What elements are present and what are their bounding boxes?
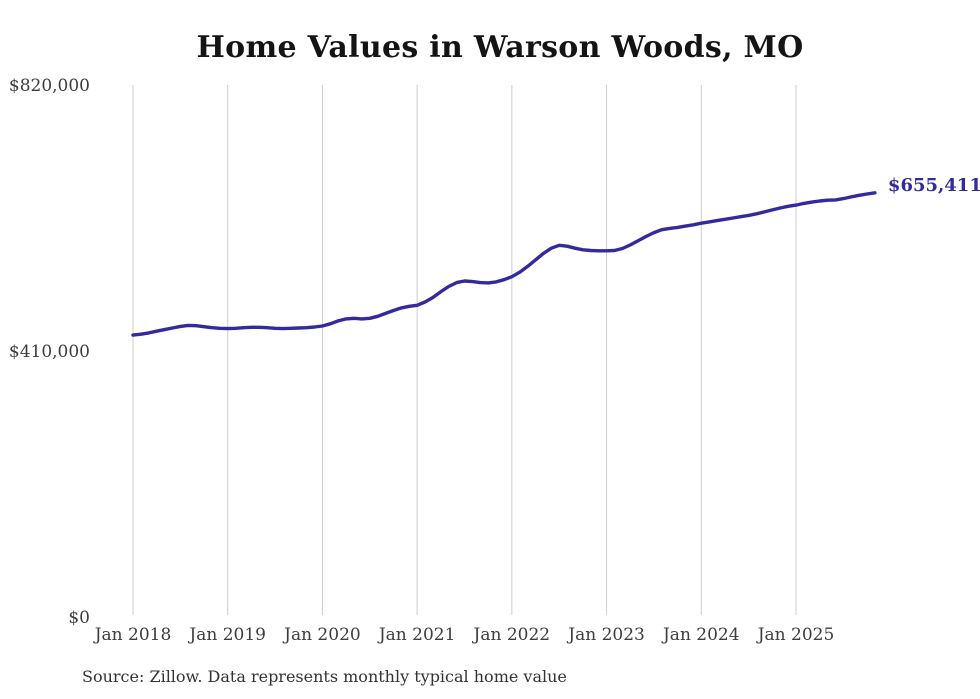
y-axis-tick-label: $820,000 — [8, 76, 90, 96]
end-value-label: $655,411 — [887, 174, 980, 196]
x-axis-tick-label: Jan 2023 — [568, 625, 645, 645]
x-axis-tick-label: Jan 2020 — [284, 625, 361, 645]
x-axis-tick-label: Jan 2025 — [757, 625, 835, 645]
x-axis-tick-label: Jan 2022 — [473, 625, 551, 645]
chart-title: Home Values in Warson Woods, MO — [196, 30, 804, 65]
x-axis-tick-label: Jan 2024 — [662, 625, 740, 645]
y-axis-tick-label: $410,000 — [8, 342, 90, 362]
x-axis-tick-label: Jan 2018 — [94, 625, 172, 645]
home-value-line — [131, 191, 877, 337]
x-axis-tick-label: Jan 2019 — [189, 625, 266, 645]
x-axis-tick-label: Jan 2021 — [378, 625, 456, 645]
y-axis-tick-label: $0 — [68, 608, 90, 628]
source-note: Source: Zillow. Data represents monthly … — [82, 667, 567, 686]
